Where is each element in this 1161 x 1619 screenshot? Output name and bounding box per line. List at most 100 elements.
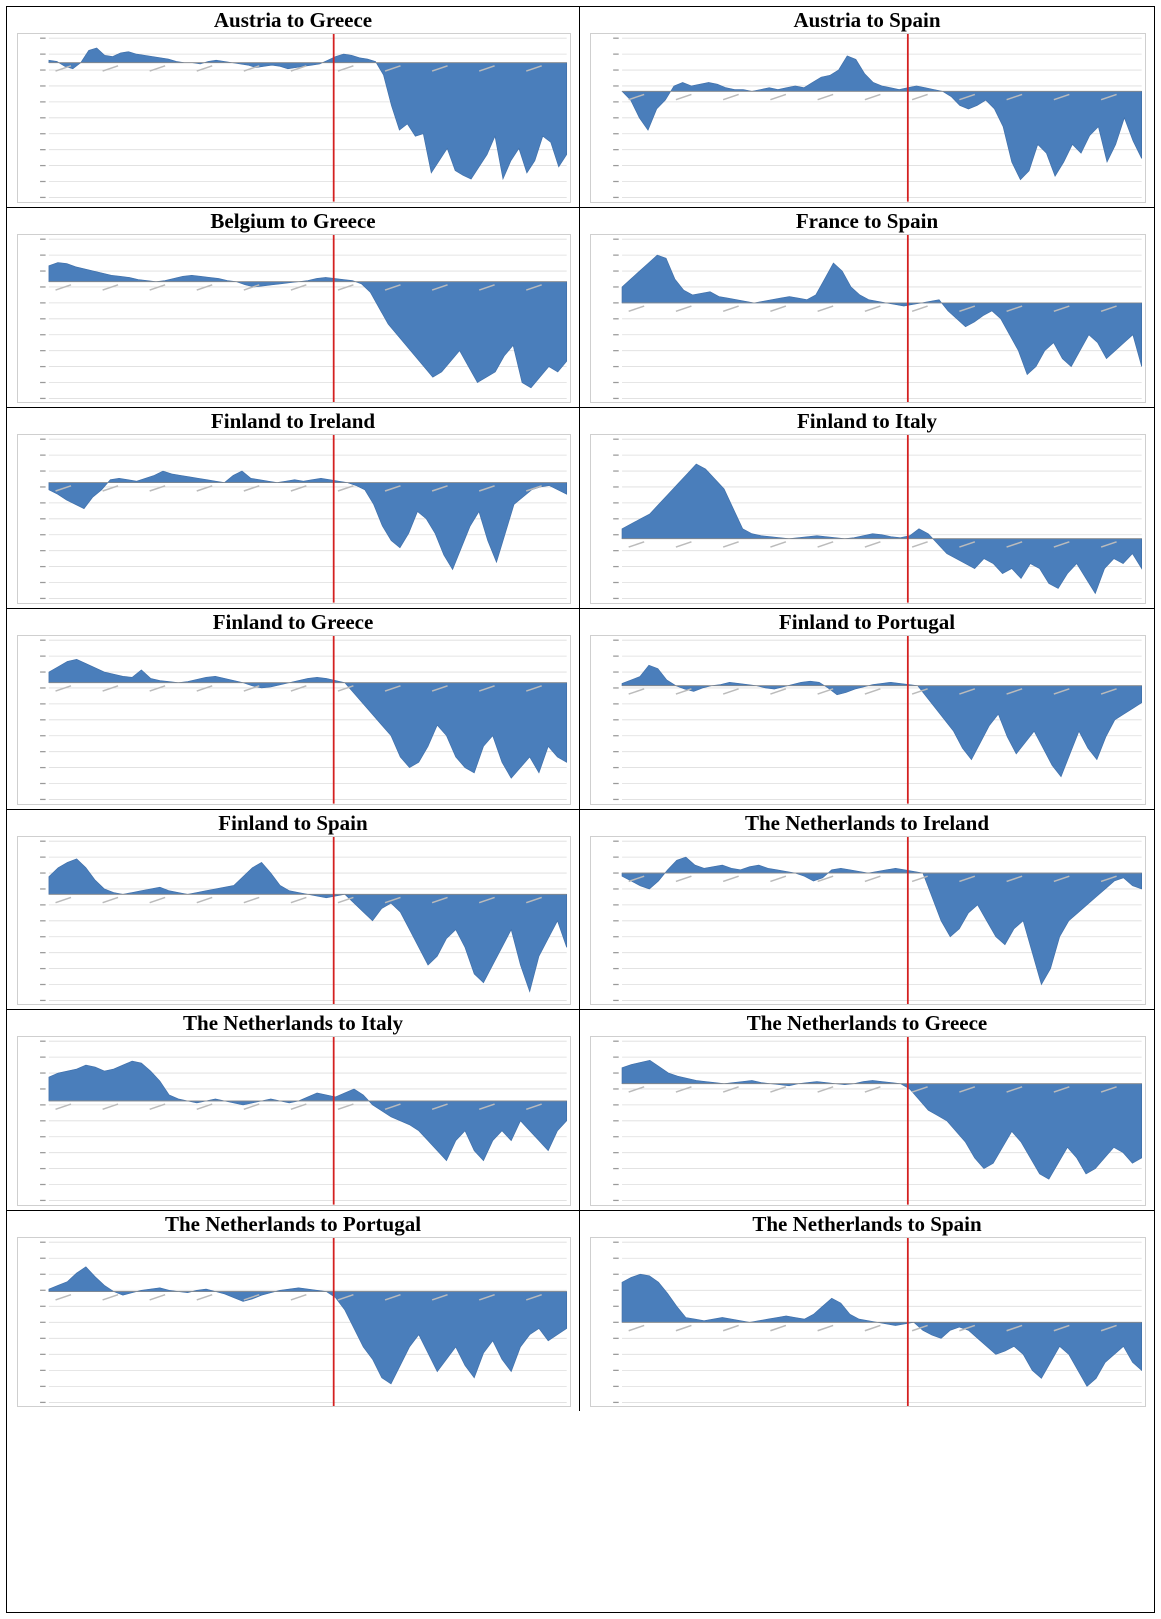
chart-panel: Finland to Spain — [7, 809, 580, 1011]
x-tick-label — [243, 485, 260, 492]
x-tick-label — [243, 684, 260, 692]
x-tick-label — [817, 688, 834, 695]
chart-grid: Austria to Greece Austria to Spain Belgium… — [6, 6, 1155, 1613]
chart-plot-area — [17, 434, 571, 604]
x-tick-label — [55, 1293, 72, 1301]
area-chart — [40, 34, 568, 202]
series-area — [48, 1266, 568, 1385]
x-tick-label — [1006, 874, 1023, 882]
chart-panel: Austria to Spain — [580, 7, 1154, 208]
chart-title: Finland to Italy — [796, 409, 938, 434]
x-tick-label — [478, 896, 495, 903]
x-tick-label — [959, 304, 976, 312]
x-tick-label — [431, 65, 448, 72]
x-tick-label — [1053, 93, 1070, 101]
chart-plot-area — [590, 835, 1146, 1006]
x-tick-label — [384, 684, 401, 692]
series-area — [621, 55, 1143, 181]
x-tick-label — [911, 874, 928, 882]
x-tick-label — [102, 65, 119, 72]
chart-plot-area — [590, 33, 1146, 203]
x-tick-label — [431, 896, 448, 903]
chart-panel: The Netherlands to Portugal — [7, 1210, 580, 1412]
chart-panel: The Netherlands to Spain — [580, 1211, 1154, 1412]
x-tick-label — [102, 1293, 119, 1301]
series-area — [48, 261, 568, 388]
x-tick-label — [478, 684, 495, 692]
x-tick-label — [817, 304, 834, 312]
x-tick-label — [959, 93, 976, 101]
x-tick-label — [675, 304, 692, 312]
area-chart — [613, 34, 1143, 202]
x-tick-label — [675, 688, 692, 695]
chart-title: Austria to Greece — [213, 8, 373, 32]
x-tick-label — [770, 1324, 787, 1332]
x-tick-label — [770, 688, 787, 695]
x-tick-label — [1100, 93, 1117, 101]
series-area — [48, 1060, 568, 1162]
x-tick-label — [149, 896, 166, 903]
x-tick-label — [911, 1086, 928, 1093]
x-tick-label — [1006, 541, 1023, 549]
x-tick-label — [722, 93, 739, 101]
x-tick-label — [55, 896, 72, 903]
x-tick-label — [196, 485, 213, 492]
x-tick-label — [337, 283, 354, 291]
x-tick-label — [864, 304, 881, 312]
x-tick-label — [817, 541, 834, 549]
x-tick-label — [864, 874, 881, 882]
x-tick-label — [675, 1086, 692, 1093]
x-tick-label — [384, 485, 401, 492]
x-tick-label — [628, 874, 645, 882]
area-chart — [40, 234, 568, 403]
x-tick-label — [770, 541, 787, 549]
x-tick-label — [55, 485, 72, 492]
x-tick-label — [196, 896, 213, 903]
x-tick-label — [384, 1103, 401, 1111]
x-tick-label — [102, 485, 119, 492]
x-tick-label — [675, 874, 692, 882]
area-chart — [40, 836, 568, 1005]
chart-plot-area — [590, 634, 1146, 805]
x-tick-label — [102, 283, 119, 291]
x-tick-label — [770, 93, 787, 101]
x-tick-label — [959, 874, 976, 882]
chart-title: Finland to Portugal — [778, 609, 956, 634]
x-tick-label — [1053, 688, 1070, 695]
chart-panel: Austria to Greece — [7, 7, 580, 208]
x-tick-label — [1006, 93, 1023, 101]
chart-title: The Netherlands to Spain — [752, 1211, 982, 1236]
x-tick-label — [149, 65, 166, 72]
chart-title: Belgium to Greece — [210, 208, 376, 233]
x-tick-label — [102, 896, 119, 903]
x-tick-label — [525, 1293, 542, 1301]
x-tick-label — [1100, 688, 1117, 695]
x-tick-label — [864, 1324, 881, 1332]
x-tick-label — [149, 684, 166, 692]
x-tick-label — [675, 1324, 692, 1332]
x-tick-label — [290, 896, 307, 903]
x-tick-label — [1006, 688, 1023, 695]
chart-plot-area — [17, 33, 571, 203]
x-tick-label — [1006, 1086, 1023, 1093]
x-tick-label — [384, 896, 401, 903]
x-tick-label — [102, 684, 119, 692]
series-area — [48, 470, 568, 571]
x-tick-label — [911, 93, 928, 101]
x-tick-label — [337, 1103, 354, 1111]
x-tick-label — [628, 1324, 645, 1332]
x-tick-label — [478, 65, 495, 72]
x-tick-label — [864, 688, 881, 695]
x-tick-label — [478, 485, 495, 492]
x-tick-label — [722, 1086, 739, 1093]
x-tick-label — [149, 1103, 166, 1111]
x-tick-label — [525, 485, 542, 492]
x-tick-label — [959, 541, 976, 549]
x-tick-label — [628, 1086, 645, 1093]
chart-title: Finland to Spain — [218, 810, 368, 835]
x-tick-label — [525, 65, 542, 72]
x-tick-label — [1100, 1086, 1117, 1093]
chart-title: France to Spain — [795, 208, 939, 233]
x-tick-label — [337, 684, 354, 692]
x-tick-label — [722, 541, 739, 549]
